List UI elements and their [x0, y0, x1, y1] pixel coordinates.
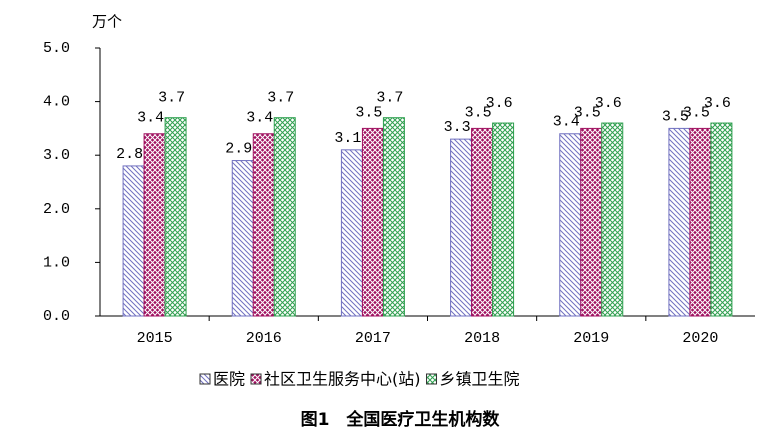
bar [580, 127, 603, 317]
chart-title: 图1 全国医疗卫生机构数 [301, 409, 501, 430]
y-tick-label: 3.0 [43, 147, 70, 164]
y-tick-label: 5.0 [43, 40, 70, 57]
value-label: 3.6 [595, 95, 622, 112]
bar [559, 133, 582, 317]
bar [340, 149, 363, 317]
bar [710, 122, 733, 317]
y-tick-label: 2.0 [43, 201, 70, 218]
value-label: 2.9 [225, 141, 252, 158]
bar [450, 138, 473, 317]
bar [382, 117, 405, 317]
bar [122, 165, 145, 317]
x-tick-label: 2017 [355, 330, 391, 347]
bar [231, 160, 254, 317]
value-label: 3.1 [334, 130, 361, 147]
value-label: 3.3 [444, 119, 471, 136]
value-label: 3.7 [158, 90, 185, 107]
bar [668, 127, 691, 317]
legend-label: 社区卫生服务中心(站) [264, 370, 421, 389]
y-tick-label: 1.0 [43, 254, 70, 271]
value-label: 3.7 [376, 90, 403, 107]
bar [273, 117, 296, 317]
x-tick-label: 2016 [246, 330, 282, 347]
value-label: 3.5 [355, 104, 382, 121]
bar [252, 133, 275, 317]
bar [471, 127, 494, 317]
bar [492, 122, 515, 317]
y-tick-label: 0.0 [43, 308, 70, 325]
value-label: 2.8 [116, 146, 143, 163]
y-unit: 万个 [92, 13, 122, 31]
value-label: 3.4 [137, 110, 164, 127]
value-label: 3.4 [246, 110, 273, 127]
legend-label: 医院 [213, 370, 245, 389]
value-label: 3.5 [683, 104, 710, 121]
value-label: 3.5 [465, 104, 492, 121]
x-tick-label: 2020 [682, 330, 718, 347]
y-tick-label: 4.0 [43, 94, 70, 111]
value-label: 3.7 [267, 90, 294, 107]
x-tick-label: 2015 [137, 330, 173, 347]
value-label: 3.5 [574, 104, 601, 121]
legend-swatch [250, 373, 262, 385]
legend-label: 乡镇卫生院 [440, 370, 520, 389]
bar [601, 122, 624, 317]
bar [164, 117, 187, 317]
value-label: 3.6 [486, 95, 513, 112]
bar [689, 127, 712, 317]
x-tick-label: 2019 [573, 330, 609, 347]
value-label: 3.5 [662, 108, 689, 125]
bar [361, 127, 384, 317]
value-label: 3.4 [553, 114, 580, 131]
legend-swatch [426, 373, 438, 385]
x-tick-label: 2018 [464, 330, 500, 347]
legend-swatch [199, 373, 211, 385]
bar [143, 133, 166, 317]
value-label: 3.6 [704, 95, 731, 112]
